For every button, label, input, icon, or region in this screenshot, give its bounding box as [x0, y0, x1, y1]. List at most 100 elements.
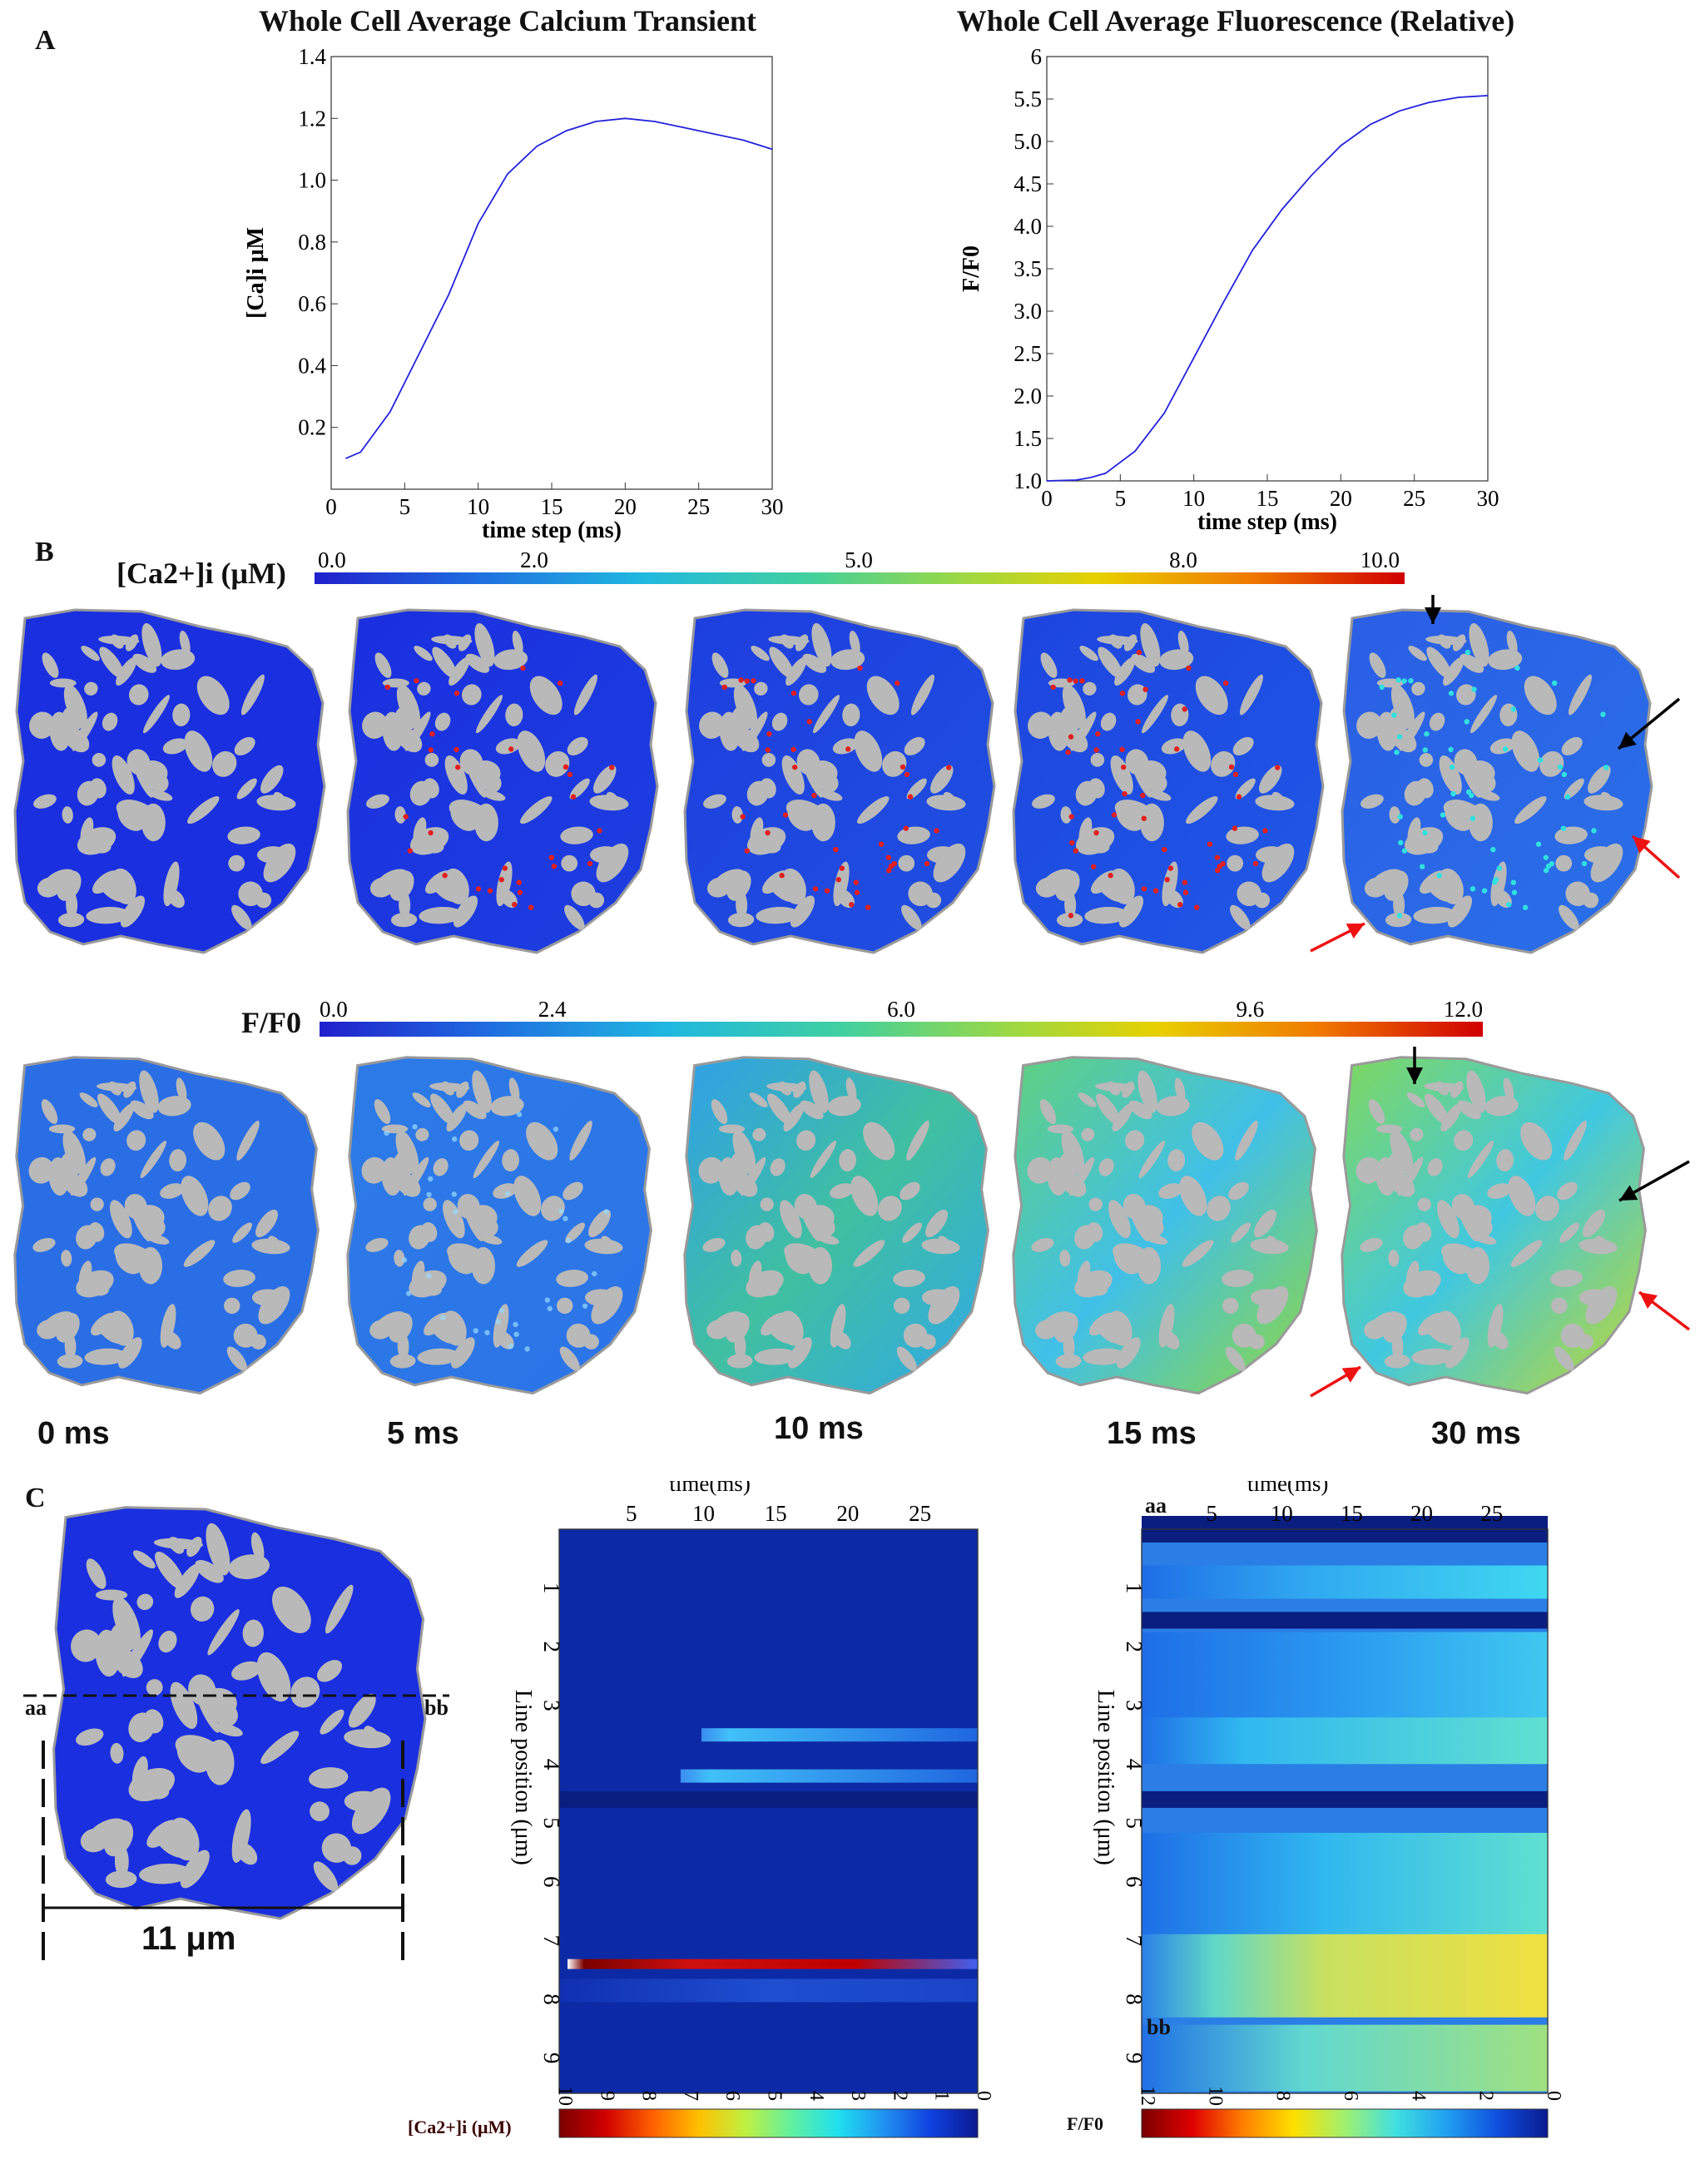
fluorescence-cell-1	[346, 1056, 652, 1395]
calcium-cell-3-organelle	[1118, 895, 1144, 928]
panel-c-cell-organelle	[174, 1563, 201, 1598]
heatmap-c1-xtick-4: 25	[909, 1501, 931, 1526]
fluorescence-cell-0-organelle	[70, 1156, 97, 1196]
heatmap-c2-bottom-label: bb	[1147, 2015, 1171, 2039]
chart-a2-plot-frame	[1046, 56, 1489, 482]
heatmap-c2-xtick-3: 20	[1410, 1501, 1433, 1526]
heatmap-c1-band-4	[559, 1978, 978, 2003]
fluorescence-cell-1-organelle	[456, 1081, 469, 1098]
ff0-colorbar-tick-1: 2.4	[538, 997, 567, 1022]
fluorescence-cell-1-release-site	[516, 1112, 523, 1117]
calcium-cell-4-release-site	[1395, 677, 1401, 683]
panel-c-cell-organelle	[242, 1619, 264, 1647]
calcium-cell-4-organelle	[1417, 778, 1434, 799]
calcium-cell-0-organelle	[263, 843, 296, 883]
fluorescence-cell-1-release-site	[473, 1328, 478, 1334]
fluorescence-cell-0-organelle	[236, 1120, 260, 1161]
heatmap-c2-colorbar-label: F/F0	[1067, 2113, 1103, 2134]
calcium-cell-4-release-site	[1450, 790, 1456, 797]
panel-c-cell-organelle	[351, 1787, 391, 1835]
calcium-cell-1-organelle	[394, 806, 406, 824]
fluorescence-cell-0-organelle	[146, 1233, 170, 1245]
chart-a1-ytick-label-5: 1.2	[298, 106, 326, 131]
calcium-cell-4-release-site	[1591, 828, 1597, 834]
fluorescence-cell-0-organelle	[232, 1222, 252, 1243]
fluorescence-cell-3-organelle	[1266, 1236, 1279, 1249]
calcium-cell-3-organelle	[1211, 750, 1236, 777]
panel-c-cell-organelle	[321, 1833, 352, 1863]
calcium-cell-4-release-site	[1397, 814, 1403, 820]
calcium-cell-3-organelle	[1032, 794, 1055, 809]
fluorescence-cell-4-organelle	[1503, 1077, 1514, 1102]
fluorescence-cell-4-organelle	[1410, 1127, 1424, 1142]
fluorescence-cell-4-organelle	[1484, 1096, 1519, 1117]
heatmap-c2-xtick-4: 25	[1480, 1501, 1503, 1526]
calcium-cell-1-organelle	[561, 854, 578, 872]
heatmap-c2-ytick-5: 6	[1122, 1876, 1147, 1888]
panel-c-cell-organelle	[95, 1629, 121, 1677]
fluorescence-cell-0-organelle	[114, 1243, 156, 1270]
calcium-cell-4-organelle	[1385, 912, 1412, 928]
fluorescence-cell-0-organelle	[84, 1348, 127, 1365]
fluorescence-cell-0-organelle	[57, 1354, 83, 1369]
fluorescence-cell-4-organelle	[1445, 1337, 1470, 1369]
panel-c-cell-organelle	[158, 1630, 177, 1653]
fluorescence-cell-2-organelle	[878, 1196, 902, 1221]
calcium-cell-0-organelle	[92, 753, 107, 767]
calcium-cell-1-release-site	[512, 902, 518, 908]
heatmap-c2-band-1	[1142, 1565, 1548, 1599]
fluorescence-cell-1-organelle	[516, 1240, 548, 1267]
calcium-cell-1-organelle	[505, 703, 523, 726]
calcium-cell-3-organelle	[1056, 912, 1083, 928]
calcium-cell-4-release-site	[1581, 860, 1588, 867]
calcium-cell-3-organelle	[1177, 630, 1189, 656]
calcium-cell-1-release-site	[609, 765, 615, 770]
calcium-cell-3-release-site	[1050, 684, 1056, 691]
calcium-cell-2-release-site	[782, 812, 789, 818]
calcium-cell-1-organelle	[573, 674, 597, 716]
calcium-cell-1-organelle	[476, 695, 503, 734]
calcium-cell-3-organelle	[1040, 652, 1058, 678]
calcium-cell-3-organelle	[1079, 646, 1098, 661]
calcium-cell-2-organelle	[926, 795, 966, 811]
calcium-cell-2	[683, 608, 996, 954]
calcium-cell-2-release-site	[924, 860, 930, 867]
chart-a1-point-2	[389, 411, 391, 413]
panel-c-cell-organelle	[186, 1537, 202, 1558]
calcium-cell-3-release-site	[1152, 888, 1159, 894]
calcium-cell-2-release-site	[946, 765, 952, 770]
calcium-cell-4-release-site	[1424, 730, 1430, 737]
calcium-cell-1-organelle	[564, 904, 585, 930]
fluorescence-cell-3-organelle	[1222, 1297, 1239, 1315]
fluorescence-cell-4-organelle	[1405, 1260, 1420, 1288]
fluorescence-cell-0-organelle	[113, 1103, 135, 1132]
fluorescence-cell-1-organelle	[361, 1156, 387, 1184]
calcium-cell-4-organelle	[1511, 730, 1540, 772]
calcium-cell-1-organelle	[432, 646, 457, 679]
calcium-cell-3-release-site	[1142, 686, 1148, 692]
panel-c-cell-organelle	[308, 1767, 349, 1789]
panel-c-cell-organelle	[136, 1593, 154, 1611]
fluorescence-cell-1-release-site	[384, 1130, 389, 1137]
calcium-cell-4-release-site	[1549, 860, 1554, 867]
calcium-cell-1-release-site	[475, 886, 482, 892]
calcium-cell-2-release-site	[824, 888, 830, 894]
calcium-cell-2-organelle	[786, 656, 807, 686]
panel-c-cell-organelle	[139, 1863, 191, 1884]
calcium-cell-2-release-site	[885, 868, 892, 874]
chart-a1-xtick-label-2: 10	[467, 494, 489, 519]
fluorescence-cell-2-organelle	[903, 1323, 928, 1348]
calcium-cell-4-organelle	[1588, 765, 1611, 794]
calcium-cell-0-organelle	[273, 791, 286, 805]
calcium-cell-1-release-site	[407, 848, 414, 854]
fluorescence-cell-3-organelle	[1068, 1156, 1095, 1196]
calcium-cell-3-organelle	[1182, 730, 1212, 772]
fluorescence-cell-0-organelle	[48, 1157, 70, 1196]
chart-a2-xtick-label-4: 20	[1330, 486, 1352, 511]
calcium-cell-3-organelle	[1110, 755, 1133, 795]
calcium-cell-4-organelle	[1524, 676, 1557, 716]
heatmap-c1-colorbar-label: [Ca2+]i (μM)	[408, 2117, 512, 2137]
calcium-cell-4-organelle	[1361, 794, 1384, 809]
panel-c-cell-organelle	[195, 1559, 224, 1583]
fluorescence-cell-3	[1012, 1056, 1318, 1395]
